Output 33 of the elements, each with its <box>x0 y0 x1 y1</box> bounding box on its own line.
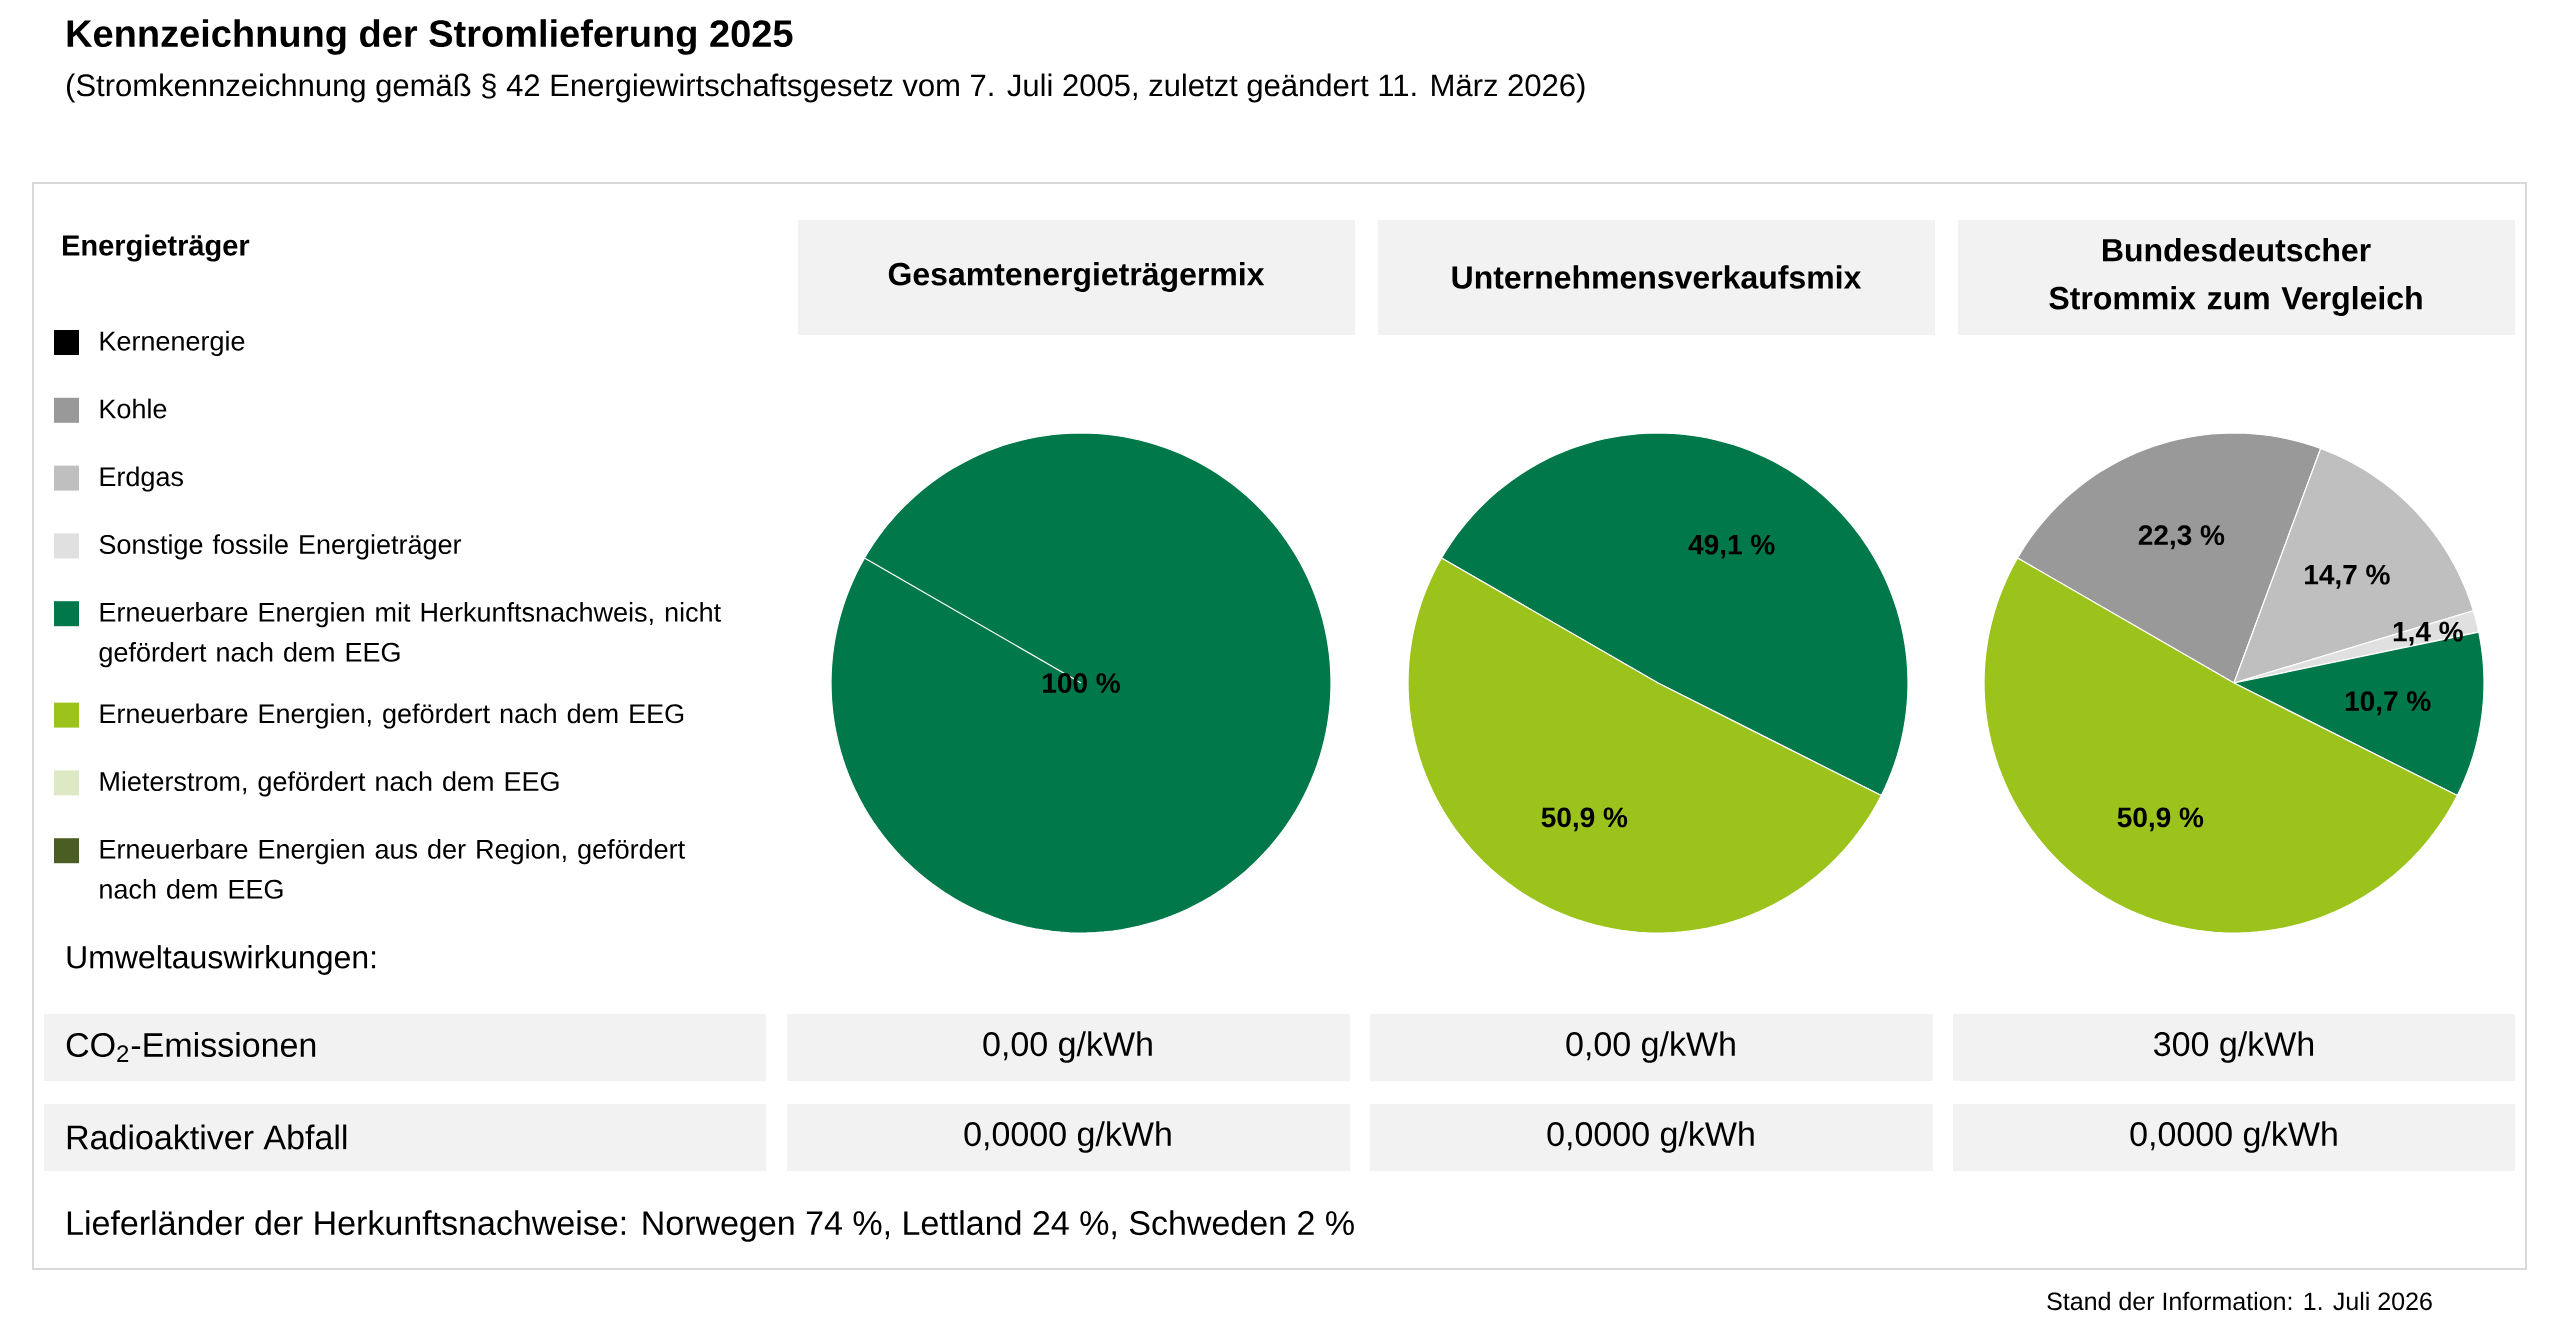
legend-label: Erneuerbare Energien mit Herkunftsnachweis, nicht gefördert nach dem EEG <box>99 602 721 668</box>
text: 0,0000 g/kWh <box>1547 1121 1754 1153</box>
chart-title: Gesamtenergieträgermix <box>888 262 1265 292</box>
text: Lieferländer der Herkunftsnachweise: Norwegen 74 %, Lettland 24 %, Schweden 2 % <box>67 1210 1354 1242</box>
data-label: 1,4 % <box>2393 621 2463 646</box>
chart-title: Bundesdeutscher Strommix zum Vergleich <box>2049 238 2422 316</box>
data-label: 22,3 % <box>2138 525 2225 550</box>
legend-label: Sonstige fossile Energieträger <box>99 534 462 560</box>
chart-title: Unternehmensverkaufsmix <box>1452 265 1862 289</box>
legend-label: Kohle <box>100 398 167 419</box>
text: Stand der Information: 1. Juli 2026 <box>2047 1291 2432 1311</box>
text: 0,0000 g/kWh <box>2130 1121 2337 1153</box>
legend-label: Erneuerbare Energien, gefördert nach dem EEG <box>100 703 684 729</box>
legend-title: Energieträger <box>63 234 250 262</box>
text: Umweltauswirkungen: <box>67 945 376 975</box>
text: 0,0000 g/kWh <box>964 1121 1171 1153</box>
data-label: 50,9 % <box>2117 807 2204 832</box>
data-label: 100 % <box>1043 673 1120 693</box>
text: 300 g/kWh <box>2154 1031 2314 1063</box>
data-label: 14,7 % <box>2305 564 2390 589</box>
legend-label: Erneuerbare Energien aus der Region, gefördert nach dem EEG <box>100 839 685 899</box>
text: 0,00 g/kWh <box>1566 1031 1735 1063</box>
data-label: 50,9 % <box>1541 807 1628 832</box>
text: CO$_{2}$-Emissionen <box>66 1032 316 1062</box>
data-label: 49,1 % <box>1688 534 1775 559</box>
legend-label: Mieterstrom, gefördert nach dem EEG <box>100 771 559 797</box>
data-label: 10,7 % <box>2345 691 2431 716</box>
text: 0,00 g/kWh <box>983 1031 1152 1063</box>
legend-label: Kernenergie <box>100 330 245 357</box>
text: Kennzeichnung der Stromlieferung 2025 <box>67 19 793 55</box>
legend-label: Erdgas <box>100 466 183 492</box>
text: (Stromkennzeichnung gemäß § 42 Energiewirtschaftsgesetz vom 7. Juli 2005, zuletzt geändert 11. März 2026) <box>66 73 1585 103</box>
text: Radioaktiver Abfall <box>67 1124 347 1150</box>
